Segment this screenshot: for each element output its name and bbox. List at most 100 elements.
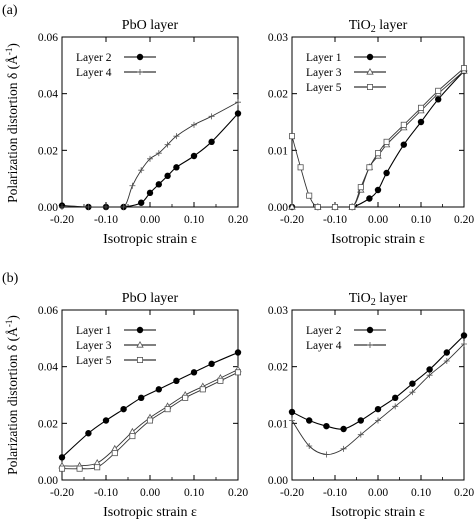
x-tick-label: -0.20	[280, 487, 304, 499]
data-point	[155, 181, 162, 188]
data-point	[208, 138, 215, 146]
data-point	[102, 417, 110, 424]
data-point	[400, 141, 407, 148]
data-point	[199, 386, 206, 393]
legend: Layer 1 Layer 3 Layer 5	[76, 325, 156, 367]
data-point	[208, 113, 215, 120]
data-point	[435, 87, 442, 94]
legend-entry: Layer 3	[306, 67, 342, 79]
data-point	[357, 431, 364, 438]
data-point	[173, 377, 180, 385]
data-point	[357, 184, 364, 191]
legend-marker	[136, 356, 143, 363]
legend-marker	[366, 84, 373, 91]
y-axis-label-top: Polarization distortion δ (Å-1)	[4, 43, 20, 203]
x-tick-label: 0.00	[140, 487, 160, 499]
y-tick-label: 0.06	[38, 32, 58, 44]
x-tick-label: -0.10	[323, 214, 347, 226]
legend-entry: Layer 1	[76, 325, 112, 337]
x-tick-label: 0.00	[368, 487, 388, 499]
data-point	[417, 118, 425, 126]
data-point	[461, 341, 467, 347]
x-tick-label: 0.10	[184, 214, 204, 226]
data-point	[235, 99, 241, 106]
sublabel-b: (b)	[2, 271, 19, 286]
x-tick-label: 0.20	[454, 214, 474, 226]
data-point	[323, 422, 330, 430]
y-tick-label: 0.06	[38, 305, 58, 317]
data-point	[460, 65, 467, 72]
data-point	[366, 164, 373, 171]
x-axis-label: Isotropic strain ε	[103, 232, 197, 247]
x-tick-label: -0.10	[323, 487, 347, 499]
y-tick-label: 0.02	[38, 145, 58, 157]
x-tick-label: 0.20	[454, 487, 474, 499]
y-tick-label: 0.01	[268, 145, 288, 157]
chart-title: TiO2 layer	[349, 18, 408, 35]
data-point	[306, 192, 313, 199]
data-point	[443, 358, 450, 364]
legend-entry: Layer 5	[306, 82, 342, 94]
chart-title: PbO layer	[122, 18, 179, 33]
data-point	[190, 152, 198, 160]
data-point	[138, 167, 145, 174]
chart-a-tio2: TiO2 layer -0.20 -0.10 0.00 0.10 0.20 0.00 0.01…	[268, 18, 474, 247]
data-point	[297, 164, 304, 171]
data-point	[146, 417, 153, 424]
data-point	[306, 417, 313, 424]
data-point	[182, 394, 189, 401]
y-tick-label: 0.03	[268, 305, 288, 317]
x-tick-label: 0.00	[368, 214, 388, 226]
data-point	[208, 360, 215, 368]
x-tick-label: 0.00	[140, 214, 160, 226]
legend-marker	[136, 53, 144, 61]
data-point	[443, 349, 450, 356]
data-point	[357, 417, 364, 424]
x-axis-label: Isotropic strain ε	[103, 505, 197, 520]
series-layer-1	[58, 349, 242, 461]
x-axis-label: Isotropic strain ε	[331, 232, 425, 247]
data-point	[234, 110, 242, 117]
chart-b-pbo: PbO layer -0.20 -0.10 0.00 0.10 0.20 0.00 0.02 0…	[38, 291, 248, 520]
data-point	[374, 405, 382, 413]
x-tick-label: 0.20	[228, 487, 248, 499]
y-axis-label-bottom: Polarization distortion δ (Å-1)	[4, 315, 20, 475]
y-tick-label: 0.01	[268, 418, 288, 430]
data-point	[190, 369, 198, 376]
data-point	[340, 425, 347, 433]
chart-b-tio2: TiO2 layer -0.20 -0.10 0.00 0.10 0.20 0.00 0.01…	[268, 291, 474, 520]
data-point	[400, 121, 407, 128]
y-tick-label: 0.04	[38, 89, 58, 101]
data-point	[234, 349, 242, 356]
data-point	[191, 121, 197, 128]
data-point	[155, 386, 162, 393]
data-point	[76, 465, 83, 472]
legend-marker	[366, 326, 374, 334]
series-layer-4	[59, 99, 241, 210]
data-point	[217, 377, 224, 384]
data-point	[120, 405, 127, 413]
data-point	[417, 104, 424, 111]
data-point	[58, 454, 66, 461]
data-point	[289, 417, 295, 424]
legend-marker	[136, 340, 144, 348]
data-point	[392, 403, 399, 410]
series-layer-2	[58, 110, 242, 211]
data-point	[234, 369, 241, 376]
series-layer-4	[289, 341, 467, 458]
x-tick-label: -0.10	[94, 214, 118, 226]
y-tick-label: 0.00	[268, 202, 288, 214]
data-point	[59, 204, 65, 210]
x-tick-label: 0.10	[411, 487, 431, 499]
data-point	[375, 417, 381, 424]
sublabel-a: (a)	[2, 3, 18, 18]
data-point	[366, 195, 373, 202]
y-tick-label: 0.00	[38, 475, 58, 487]
legend-entry: Layer 2	[306, 325, 342, 337]
data-point	[426, 366, 433, 373]
y-tick-label: 0.02	[268, 362, 288, 374]
data-point	[331, 203, 338, 210]
legend: Layer 1 Layer 3 Layer 5	[306, 52, 386, 94]
y-tick-label: 0.02	[38, 418, 58, 430]
